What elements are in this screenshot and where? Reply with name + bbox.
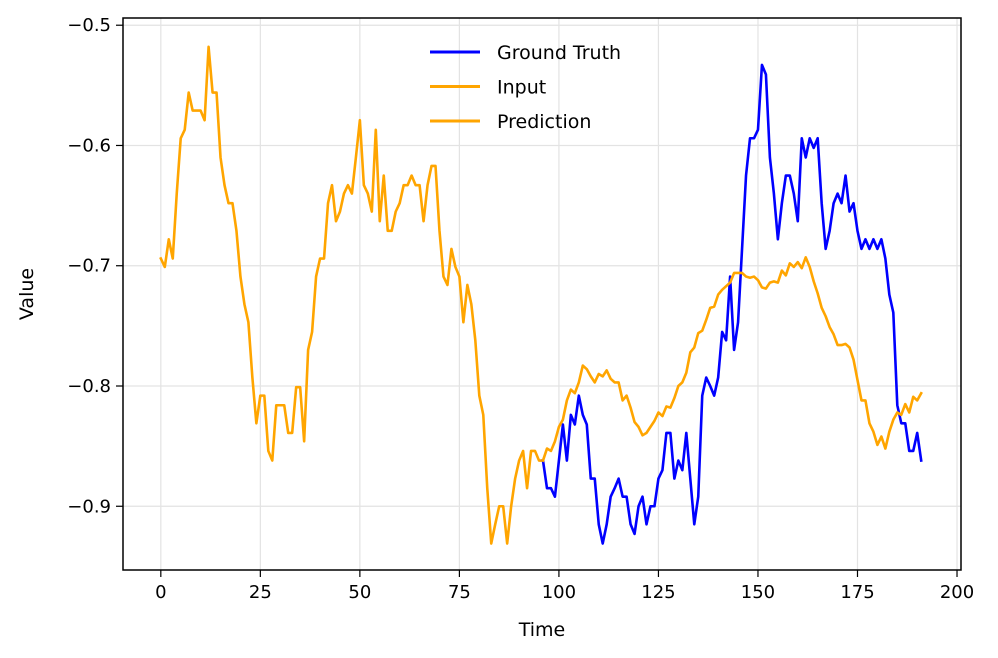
- y-tick-label: −0.7: [67, 256, 111, 277]
- legend-label-input: Input: [497, 77, 546, 99]
- x-tick-label: 50: [348, 582, 371, 603]
- tick-layer: 0 25 50 75 100 125 150 175 200 −0.9 −0.8 −0.7 −0.6 −0…: [67, 15, 974, 603]
- y-tick-label: −0.9: [67, 496, 111, 517]
- series-line-prediction: [541, 256, 923, 463]
- legend-label-prediction: Prediction: [497, 111, 591, 133]
- y-axis-label: Value: [16, 268, 38, 320]
- x-tick-label: 25: [249, 582, 272, 603]
- x-tick-label: 75: [448, 582, 471, 603]
- y-tick-label: −0.6: [67, 135, 111, 156]
- x-tick-label: 175: [840, 582, 874, 603]
- y-tick-label: −0.5: [67, 15, 111, 36]
- series-layer: [159, 45, 923, 545]
- x-tick-label: 125: [641, 582, 675, 603]
- legend: Ground Truth Input Prediction: [430, 42, 621, 133]
- x-axis-label: Time: [518, 619, 566, 641]
- x-tick-label: 200: [940, 582, 974, 603]
- plot-frame: [122, 17, 962, 571]
- x-tick-label: 100: [542, 582, 576, 603]
- series-line-ground-truth: [541, 63, 923, 545]
- series-line-input: [159, 45, 545, 545]
- legend-label-ground-truth: Ground Truth: [497, 42, 621, 64]
- x-tick-label: 0: [155, 582, 166, 603]
- x-tick-label: 150: [741, 582, 775, 603]
- y-tick-label: −0.8: [67, 376, 111, 397]
- grid-layer: [123, 18, 961, 570]
